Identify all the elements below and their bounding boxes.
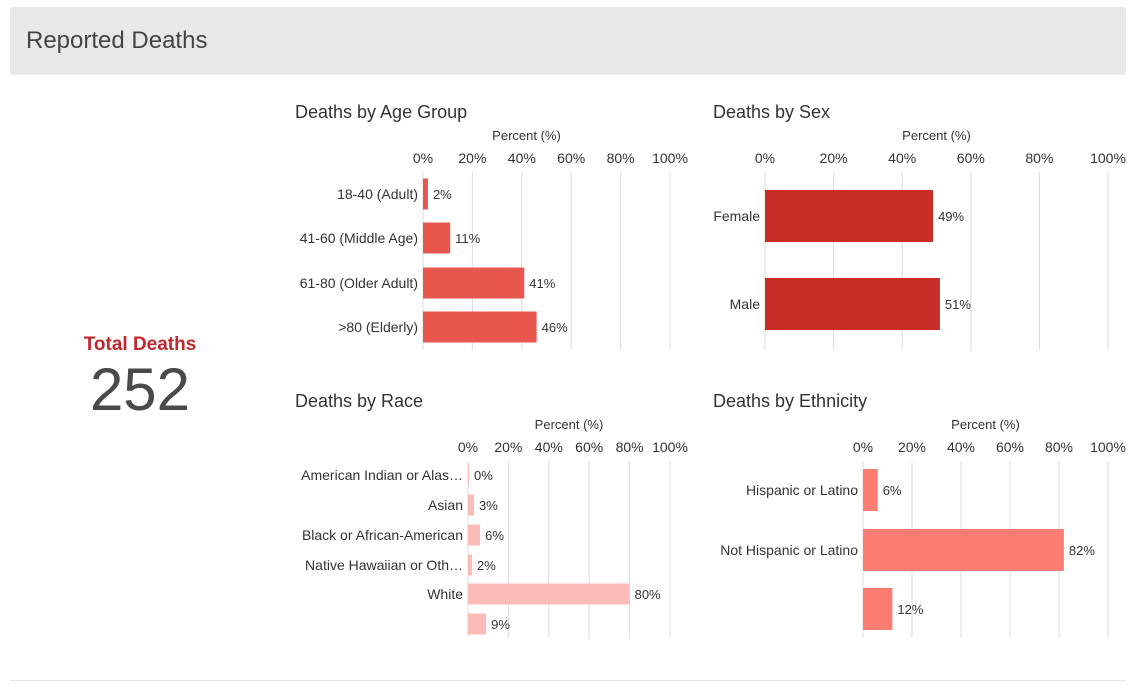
- bar-value-label: 12%: [897, 602, 923, 617]
- category-label: Male: [730, 296, 761, 312]
- x-tick-label: 0%: [853, 439, 873, 455]
- x-tick-label: 0%: [458, 439, 478, 455]
- x-axis-label: Percent (%): [492, 128, 561, 143]
- category-label: >80 (Elderly): [338, 319, 418, 335]
- age-chart-title: Deaths by Age Group: [295, 102, 468, 122]
- x-tick-label: 20%: [820, 150, 848, 166]
- race-chart-title: Deaths by Race: [295, 391, 424, 411]
- bar-value-label: 2%: [433, 187, 452, 202]
- bar: [863, 469, 878, 511]
- x-axis-label: Percent (%): [535, 417, 604, 432]
- bar-value-label: 0%: [474, 468, 493, 483]
- category-label: 18-40 (Adult): [337, 186, 418, 202]
- bar: [468, 494, 475, 516]
- category-label: Black or African-American: [302, 527, 463, 543]
- section-header: Reported Deaths: [10, 7, 1126, 75]
- x-tick-label: 0%: [755, 150, 775, 166]
- category-label: 41-60 (Middle Age): [300, 230, 418, 246]
- sex-chart-title: Deaths by Sex: [713, 102, 831, 122]
- bar: [765, 190, 934, 242]
- category-label: Asian: [428, 497, 463, 513]
- x-tick-label: 60%: [957, 150, 985, 166]
- bar-value-label: 2%: [477, 558, 496, 573]
- x-tick-label: 100%: [1090, 150, 1126, 166]
- bar-value-label: 6%: [883, 483, 902, 498]
- section-title: Reported Deaths: [26, 27, 208, 54]
- category-label: American Indian or Alas…: [301, 467, 463, 483]
- category-label: Female: [713, 208, 760, 224]
- total-deaths-label: Total Deaths: [83, 334, 197, 355]
- bar-value-label: 3%: [479, 498, 498, 513]
- x-tick-label: 60%: [996, 439, 1024, 455]
- bar-value-label: 82%: [1069, 543, 1095, 558]
- x-tick-label: 0%: [413, 150, 433, 166]
- x-tick-label: 20%: [494, 439, 522, 455]
- total-deaths-panel: Total Deaths 252: [40, 334, 240, 422]
- x-tick-label: 20%: [898, 439, 926, 455]
- bar: [468, 554, 473, 576]
- bar-value-label: 49%: [938, 209, 964, 224]
- x-tick-label: 60%: [575, 439, 603, 455]
- x-axis-label: Percent (%): [951, 417, 1020, 432]
- x-tick-label: 80%: [1025, 150, 1053, 166]
- bar: [863, 588, 893, 630]
- x-tick-label: 80%: [616, 439, 644, 455]
- x-tick-label: 60%: [557, 150, 585, 166]
- category-label: Native Hawaiian or Oth…: [305, 557, 463, 573]
- bar: [423, 311, 537, 343]
- bar: [423, 178, 428, 210]
- x-tick-label: 100%: [652, 439, 688, 455]
- bar-value-label: 46%: [542, 320, 568, 335]
- bar-value-label: 80%: [635, 587, 661, 602]
- bar: [468, 524, 481, 546]
- category-label: White: [427, 586, 463, 602]
- category-label: 61-80 (Older Adult): [300, 275, 418, 291]
- bar-value-label: 6%: [485, 528, 504, 543]
- bar-value-label: 51%: [945, 297, 971, 312]
- bar: [468, 613, 487, 635]
- bar-value-label: 11%: [455, 231, 480, 246]
- x-tick-label: 40%: [947, 439, 975, 455]
- x-tick-label: 100%: [652, 150, 688, 166]
- x-axis-label: Percent (%): [902, 128, 971, 143]
- x-tick-label: 40%: [888, 150, 916, 166]
- bar: [468, 583, 630, 605]
- bar: [863, 529, 1064, 571]
- x-tick-label: 20%: [458, 150, 486, 166]
- category-label: Hispanic or Latino: [746, 482, 858, 498]
- bar-value-label: 9%: [491, 617, 510, 632]
- bar: [468, 464, 469, 486]
- x-tick-label: 80%: [607, 150, 635, 166]
- x-tick-label: 100%: [1090, 439, 1126, 455]
- x-tick-label: 40%: [508, 150, 536, 166]
- bar-value-label: 41%: [529, 276, 555, 291]
- ethnicity-chart-title: Deaths by Ethnicity: [713, 391, 868, 411]
- x-tick-label: 80%: [1045, 439, 1073, 455]
- bar: [765, 278, 940, 330]
- x-tick-label: 40%: [535, 439, 563, 455]
- total-deaths-value: 252: [89, 356, 191, 423]
- bottom-divider: [10, 680, 1126, 681]
- bar: [423, 222, 451, 254]
- category-label: Not Hispanic or Latino: [720, 542, 858, 558]
- bar: [423, 267, 525, 299]
